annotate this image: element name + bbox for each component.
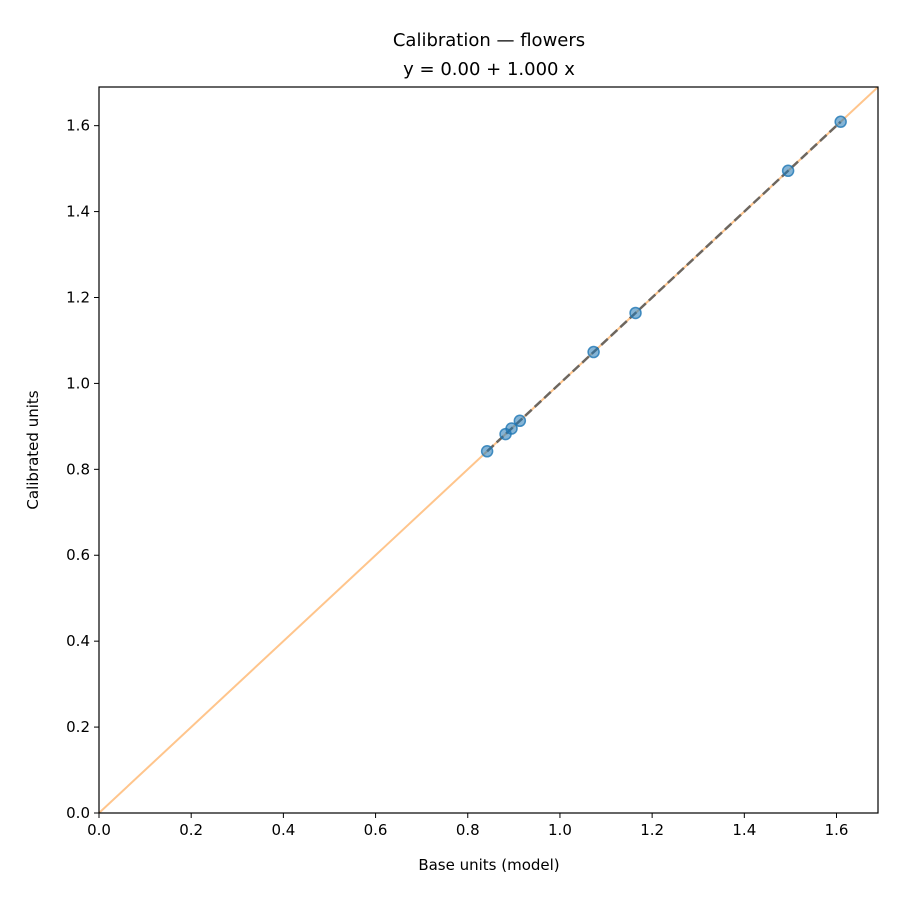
x-axis-label: Base units (model)	[418, 856, 559, 874]
y-tick-label: 0.0	[66, 804, 90, 822]
x-tick-label: 0.0	[87, 821, 111, 839]
chart-title: Calibration — flowers	[393, 30, 585, 51]
x-tick-label: 1.4	[732, 821, 756, 839]
data-point	[587, 345, 600, 359]
fit-line	[486, 120, 842, 453]
plot-content	[99, 87, 878, 813]
x-tick-label: 0.6	[364, 821, 388, 839]
y-tick-label: 1.2	[66, 288, 90, 306]
plot-frame	[98, 86, 879, 814]
data-point	[480, 445, 494, 458]
x-tick-label: 1.0	[548, 821, 572, 839]
chart-subtitle: y = 0.00 + 1.000 x	[403, 59, 575, 80]
plot-area	[99, 87, 878, 813]
x-tick-label: 0.8	[456, 821, 480, 839]
y-tick-label: 0.6	[66, 546, 90, 564]
x-tick-label: 1.6	[825, 821, 849, 839]
x-tick-label: 0.4	[271, 821, 295, 839]
data-point	[505, 422, 518, 435]
x-axis: 0.0 0.2 0.4 0.6 0.8 1.0 1.2 1.4 1.6	[87, 813, 848, 839]
data-point	[513, 414, 527, 428]
data-point	[629, 306, 642, 320]
x-tick-label: 1.2	[640, 821, 664, 839]
y-tick-label: 1.0	[66, 374, 90, 392]
y-tick-label: 1.4	[66, 203, 90, 221]
y-axis-label: Calibrated units	[24, 390, 42, 509]
y-axis: 0.0 0.2 0.4 0.6 0.8 1.0 1.2 1.4 1.6	[66, 117, 99, 822]
y-tick-label: 1.6	[66, 117, 90, 135]
y-tick-label: 0.4	[66, 632, 90, 650]
y-tick-label: 0.8	[66, 460, 90, 478]
data-point	[834, 115, 847, 129]
x-tick-label: 0.2	[179, 821, 203, 839]
y-tick-label: 0.2	[66, 718, 90, 736]
data-point	[781, 164, 795, 178]
